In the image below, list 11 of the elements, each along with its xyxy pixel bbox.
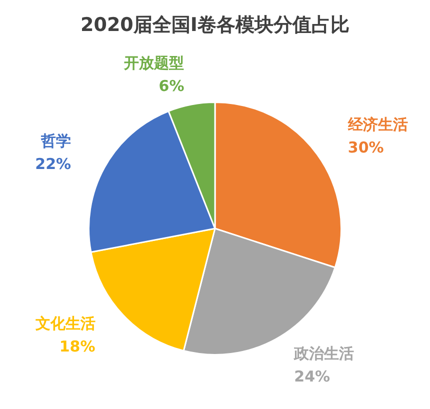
data-label: 30% [348,138,384,157]
slice-label: 经济生活 [346,116,408,134]
slice-label: 文化生活 [34,314,96,332]
slice-label: 哲学 [40,132,72,150]
slice-label: 开放题型 [123,54,184,72]
data-label: 24% [294,367,330,386]
data-label: 22% [35,155,72,174]
chart-title: 2020届全国I卷各模块分值占比 [80,13,350,38]
slice-label: 政治生活 [293,344,354,362]
data-label: 18% [59,337,96,356]
data-label: 6% [158,76,184,95]
